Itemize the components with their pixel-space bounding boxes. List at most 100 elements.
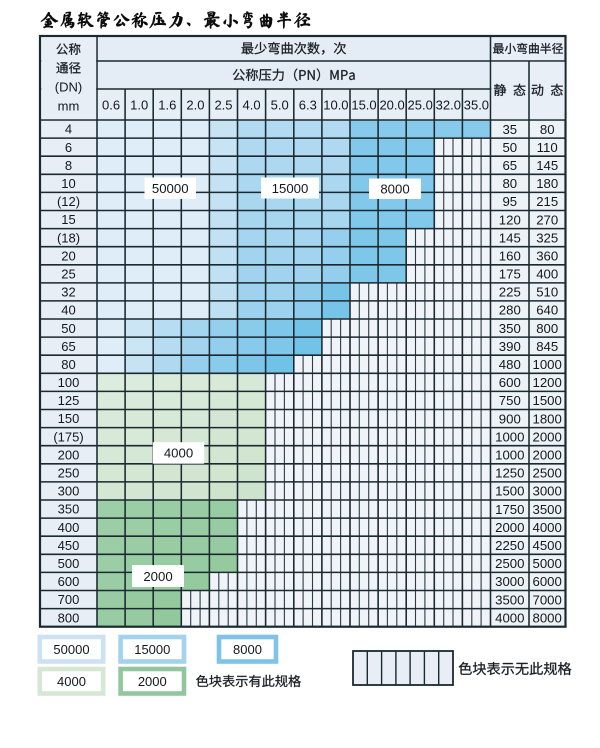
svg-text:150: 150: [58, 411, 80, 426]
svg-text:1250: 1250: [495, 466, 524, 481]
svg-text:300: 300: [58, 484, 80, 499]
svg-text:2000: 2000: [533, 429, 562, 444]
svg-text:800: 800: [58, 610, 80, 625]
svg-text:4: 4: [65, 122, 72, 137]
svg-text:10: 10: [61, 176, 75, 191]
svg-text:8000: 8000: [380, 182, 409, 197]
svg-text:35.0: 35.0: [464, 98, 489, 113]
svg-text:100: 100: [58, 375, 80, 390]
svg-text:1000: 1000: [533, 357, 562, 372]
svg-text:145: 145: [499, 230, 521, 245]
svg-text:225: 225: [499, 285, 521, 300]
svg-text:1500: 1500: [533, 393, 562, 408]
svg-text:15.0: 15.0: [351, 98, 376, 113]
svg-text:2.0: 2.0: [186, 98, 204, 113]
svg-text:80: 80: [540, 122, 555, 137]
svg-text:80: 80: [61, 357, 75, 372]
svg-text:640: 640: [536, 303, 558, 318]
svg-text:4.0: 4.0: [243, 98, 261, 113]
svg-text:95: 95: [502, 194, 517, 209]
svg-text:20.0: 20.0: [379, 98, 404, 113]
svg-text:1000: 1000: [495, 448, 524, 463]
svg-text:6.3: 6.3: [299, 98, 317, 113]
svg-text:50000: 50000: [53, 642, 89, 657]
svg-text:2000: 2000: [533, 448, 562, 463]
svg-text:5000: 5000: [533, 556, 562, 571]
svg-text:600: 600: [499, 375, 521, 390]
svg-text:15000: 15000: [134, 642, 170, 657]
svg-text:(18): (18): [57, 230, 80, 245]
svg-text:250: 250: [58, 466, 80, 481]
svg-text:4000: 4000: [495, 610, 524, 625]
svg-text:mm: mm: [58, 99, 80, 114]
svg-text:800: 800: [536, 321, 558, 336]
svg-text:25: 25: [61, 267, 75, 282]
svg-text:4000: 4000: [57, 674, 86, 689]
svg-text:6000: 6000: [533, 574, 562, 589]
svg-text:40: 40: [61, 303, 75, 318]
svg-text:2.5: 2.5: [214, 98, 232, 113]
svg-text:35: 35: [502, 122, 517, 137]
svg-text:3000: 3000: [495, 574, 524, 589]
svg-text:2000: 2000: [143, 569, 172, 584]
svg-text:500: 500: [58, 556, 80, 571]
svg-text:2000: 2000: [138, 674, 167, 689]
svg-text:270: 270: [536, 212, 558, 227]
svg-text:50: 50: [61, 321, 75, 336]
svg-text:1.0: 1.0: [130, 98, 148, 113]
svg-text:8: 8: [65, 158, 72, 173]
svg-text:900: 900: [499, 411, 521, 426]
svg-text:1000: 1000: [495, 429, 524, 444]
svg-text:25.0: 25.0: [408, 98, 433, 113]
svg-text:125: 125: [58, 393, 80, 408]
svg-text:700: 700: [58, 592, 80, 607]
svg-text:600: 600: [58, 574, 80, 589]
svg-text:6: 6: [65, 140, 72, 155]
svg-text:50000: 50000: [152, 181, 189, 196]
svg-text:360: 360: [536, 249, 558, 264]
svg-text:7000: 7000: [533, 592, 562, 607]
svg-text:(12): (12): [57, 194, 80, 209]
svg-text:3500: 3500: [495, 592, 524, 607]
svg-text:(175): (175): [53, 429, 83, 444]
svg-text:350: 350: [499, 321, 521, 336]
svg-text:2500: 2500: [495, 556, 524, 571]
svg-text:280: 280: [499, 303, 521, 318]
svg-text:2250: 2250: [495, 538, 524, 553]
svg-text:3500: 3500: [533, 502, 562, 517]
svg-text:110: 110: [537, 140, 558, 155]
svg-text:350: 350: [58, 502, 80, 517]
svg-text:750: 750: [499, 393, 521, 408]
svg-text:80: 80: [502, 176, 517, 191]
svg-text:175: 175: [499, 267, 521, 282]
svg-text:400: 400: [536, 267, 558, 282]
svg-text:145: 145: [536, 158, 558, 173]
svg-text:450: 450: [58, 538, 80, 553]
svg-text:15: 15: [61, 212, 75, 227]
svg-text:32.0: 32.0: [436, 98, 461, 113]
svg-text:1200: 1200: [533, 375, 562, 390]
svg-text:4500: 4500: [533, 538, 562, 553]
svg-text:180: 180: [536, 176, 558, 191]
svg-text:400: 400: [58, 520, 80, 535]
svg-text:(DN): (DN): [55, 80, 82, 95]
svg-text:8000: 8000: [533, 610, 562, 625]
svg-text:160: 160: [499, 249, 521, 264]
svg-text:8000: 8000: [233, 642, 262, 657]
svg-text:2500: 2500: [533, 466, 562, 481]
svg-text:32: 32: [61, 285, 75, 300]
svg-text:845: 845: [536, 339, 558, 354]
svg-text:65: 65: [502, 158, 517, 173]
svg-text:1750: 1750: [495, 502, 524, 517]
svg-text:3000: 3000: [533, 484, 562, 499]
svg-text:200: 200: [58, 447, 80, 462]
svg-text:0.6: 0.6: [102, 98, 120, 113]
svg-text:5.0: 5.0: [271, 98, 289, 113]
svg-text:50: 50: [502, 140, 517, 155]
svg-text:65: 65: [61, 339, 75, 354]
svg-text:2000: 2000: [495, 520, 524, 535]
svg-text:1800: 1800: [533, 411, 562, 426]
svg-text:1500: 1500: [495, 484, 524, 499]
svg-text:20: 20: [61, 248, 75, 263]
svg-text:215: 215: [536, 194, 558, 209]
